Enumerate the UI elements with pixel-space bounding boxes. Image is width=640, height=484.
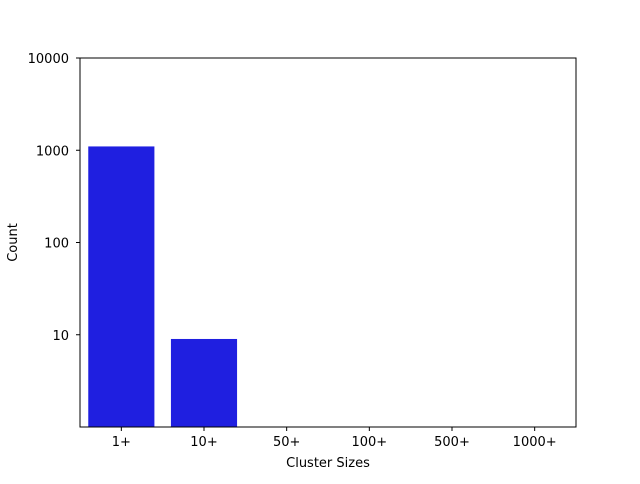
y-tick-label: 1000 <box>36 144 69 159</box>
x-tick-label: 10+ <box>190 435 217 450</box>
x-axis-label: Cluster Sizes <box>286 456 370 471</box>
x-tick-label: 1000+ <box>513 435 557 450</box>
x-tick-label: 1+ <box>112 435 131 450</box>
y-tick-label: 10000 <box>28 52 69 67</box>
y-tick-label: 10 <box>52 329 69 344</box>
y-tick-label: 100 <box>44 237 69 252</box>
x-tick-label: 50+ <box>273 435 300 450</box>
y-axis-label: Count <box>6 223 21 262</box>
y-axis-ticks: 10 100 1000 10000 <box>28 52 80 344</box>
bar-10plus <box>170 338 238 427</box>
x-axis-ticks: 1+ 10+ 50+ 100+ 500+ 1000+ <box>112 427 557 450</box>
bar-1plus <box>88 146 155 427</box>
x-tick-label: 100+ <box>351 435 387 450</box>
bars-group <box>88 146 238 427</box>
x-tick-label: 500+ <box>434 435 470 450</box>
